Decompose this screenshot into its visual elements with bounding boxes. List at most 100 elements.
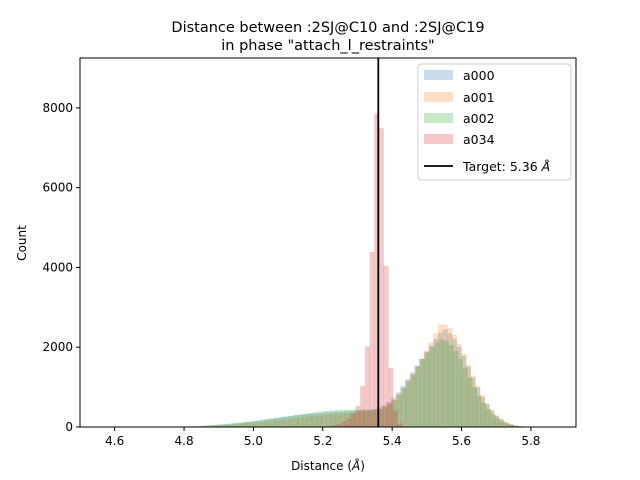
bar-a000 (203, 425, 209, 427)
bar-a001 (217, 425, 223, 427)
bar-a000 (386, 402, 392, 427)
bar-a002 (350, 409, 356, 427)
bar-a001 (259, 421, 265, 427)
bar-a002 (261, 419, 267, 427)
bar-a001 (255, 422, 261, 427)
bar-a002 (308, 413, 314, 427)
bar-a002 (401, 387, 407, 427)
bar-a002 (214, 424, 220, 427)
bar-a002 (294, 415, 300, 427)
bar-a002 (457, 359, 463, 427)
bar-a034 (369, 252, 375, 427)
bar-a002 (209, 425, 215, 427)
bar-a002 (406, 381, 412, 427)
bar-a002 (434, 342, 440, 427)
legend-label-a002: a002 (463, 111, 495, 126)
bar-a001 (437, 324, 443, 427)
bar-a002 (200, 425, 206, 427)
bar-a000 (255, 420, 261, 427)
x-tick-label: 4.6 (105, 434, 124, 448)
bar-a002 (289, 415, 295, 427)
y-tick-label: 8000 (42, 101, 73, 115)
bar-a034 (355, 405, 361, 427)
bar-a034 (332, 425, 338, 427)
bar-a001 (292, 418, 298, 427)
bar-a002 (378, 409, 384, 427)
bar-a002 (359, 409, 365, 427)
bar-a002 (242, 421, 248, 427)
bar-a002 (345, 409, 351, 427)
legend-label-a034: a034 (463, 132, 495, 147)
x-tick-label: 5.2 (313, 434, 332, 448)
bar-a001 (339, 413, 345, 427)
bar-a001 (414, 366, 420, 427)
bar-a001 (278, 419, 284, 427)
bar-a002 (237, 422, 243, 427)
bar-a001 (376, 408, 382, 427)
bar-a000 (381, 405, 387, 427)
bar-a002 (223, 423, 229, 427)
bar-a000 (409, 372, 415, 427)
bar-a001 (231, 424, 237, 427)
bar-a000 (227, 423, 233, 427)
bar-a000 (273, 418, 279, 427)
bar-a000 (334, 411, 340, 427)
plot-frame (79, 57, 577, 428)
bar-a001 (512, 425, 518, 427)
bar-a000 (503, 422, 509, 427)
bar-a000 (484, 404, 490, 427)
y-tick-label: 0 (65, 420, 73, 434)
x-tick-label: 4.8 (175, 434, 194, 448)
bar-a001 (367, 411, 373, 427)
bar-a000 (320, 412, 326, 427)
bar-a001 (283, 419, 289, 427)
bar-a001 (362, 411, 368, 427)
bar-a002 (439, 339, 445, 427)
legend-swatch-a002 (424, 113, 453, 123)
bar-a000 (451, 338, 457, 427)
bar-a000 (344, 411, 350, 427)
bar-a000 (362, 410, 368, 427)
bar-a000 (208, 425, 214, 427)
bar-a001 (400, 387, 406, 427)
bar-a002 (247, 421, 253, 427)
bar-a000 (470, 377, 476, 427)
bar-a000 (395, 392, 401, 427)
bar-a002 (514, 425, 520, 427)
y-tick-label: 6000 (42, 181, 73, 195)
bar-a001 (433, 333, 439, 427)
bar-a034 (336, 424, 342, 427)
x-tick-label: 5.4 (383, 434, 402, 448)
bar-a000 (283, 416, 289, 427)
bar-a000 (498, 419, 504, 427)
bar-a002 (420, 358, 426, 427)
legend-swatch-a001 (424, 92, 453, 102)
bar-a034 (364, 346, 370, 427)
bar-a001 (409, 374, 415, 427)
bar-a000 (508, 424, 514, 427)
bar-a001 (358, 411, 364, 427)
bar-a034 (383, 265, 389, 427)
bar-a002 (205, 425, 211, 427)
bar-a000 (376, 407, 382, 427)
bar-a001 (456, 343, 462, 427)
bar-a001 (297, 417, 303, 427)
bar-a000 (297, 414, 303, 427)
bar-a000 (489, 410, 495, 427)
bar-a000 (302, 414, 308, 427)
bar-a001 (381, 406, 387, 427)
bar-a001 (320, 415, 326, 427)
bar-a001 (236, 424, 242, 427)
bar-a002 (336, 409, 342, 427)
bar-a000 (330, 412, 336, 427)
bar-a002 (195, 425, 201, 427)
bar-a001 (316, 415, 322, 427)
bar-a000 (217, 424, 223, 427)
bar-a002 (387, 404, 393, 427)
legend-frame (417, 63, 572, 181)
chart-title: Distance between :2SJ@C10 and :2SJ@C19 (171, 20, 484, 36)
bar-a000 (433, 338, 439, 427)
bar-a001 (348, 412, 354, 427)
bar-a000 (475, 387, 481, 427)
bar-a001 (419, 358, 425, 427)
